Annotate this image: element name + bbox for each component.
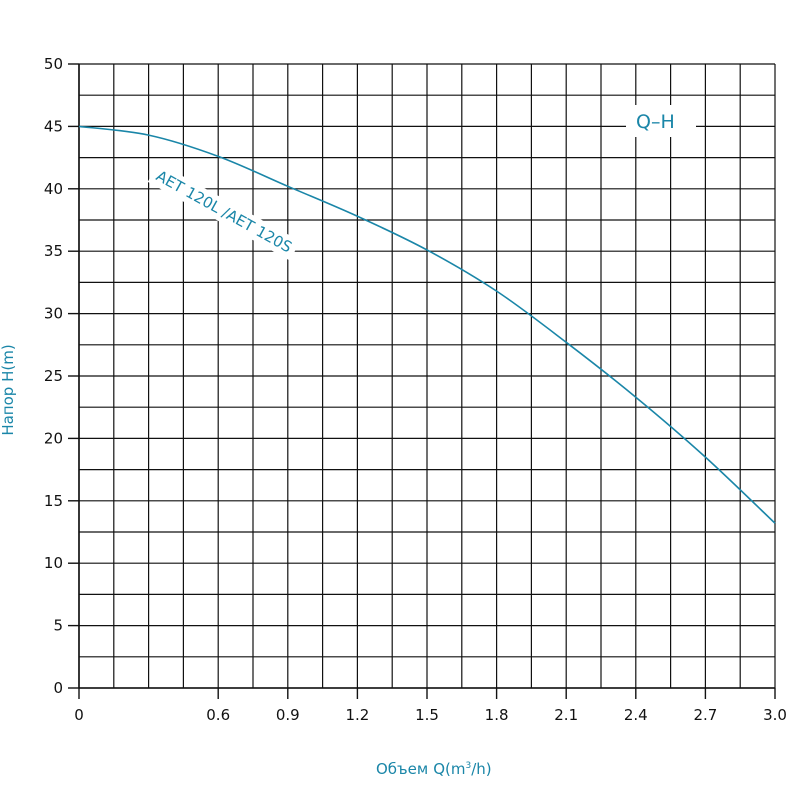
x-tick-label: 0.6 (206, 706, 230, 724)
x-axis-title: Объем Q(m3/h) (376, 760, 492, 778)
y-tick-label: 40 (44, 180, 63, 198)
x-tick-label: 2.1 (554, 706, 578, 724)
series-line-qh (78, 125, 776, 524)
grid (78, 63, 776, 689)
x-tick-label: 1.2 (345, 706, 369, 724)
qh-annotation: Q–H (636, 111, 675, 133)
y-tick-label: 15 (44, 492, 63, 510)
y-tick-label: 5 (53, 617, 63, 635)
y-tick-label: 20 (44, 429, 63, 447)
y-tick-label: 25 (44, 367, 63, 385)
series-label-group: AET 120L /AET 120S (147, 162, 301, 261)
x-tick-label: 0 (74, 706, 84, 724)
y-tick-label: 10 (44, 554, 63, 572)
x-tick-label: 1.8 (485, 706, 509, 724)
x-axis-unit-post: /h) (471, 760, 491, 778)
tick-labels: 0 5 10 15 20 25 30 35 40 45 50 0 0.6 0.9 1.2 1.5 1.8 2.1 2… (44, 55, 787, 724)
y-axis-title: Напор Н(m) (0, 344, 17, 435)
x-tick-label: 2.4 (624, 706, 648, 724)
x-axis-title-main: Объем (376, 760, 428, 778)
y-tick-label: 45 (44, 117, 63, 135)
x-tick-label: 2.7 (693, 706, 717, 724)
x-tick-label: 1.5 (415, 706, 439, 724)
x-axis-unit-pre: Q(m (433, 760, 465, 778)
annotation-background (626, 105, 696, 137)
y-tick-label: 50 (44, 55, 63, 73)
x-axis-unit-superscript: 3 (465, 761, 471, 771)
y-tick-label: 0 (53, 679, 63, 697)
x-tick-label: 3.0 (763, 706, 787, 724)
y-tick-label: 30 (44, 305, 63, 323)
y-tick-label: 35 (44, 242, 63, 260)
series-label-background (147, 162, 301, 261)
x-tick-label: 0.9 (276, 706, 300, 724)
